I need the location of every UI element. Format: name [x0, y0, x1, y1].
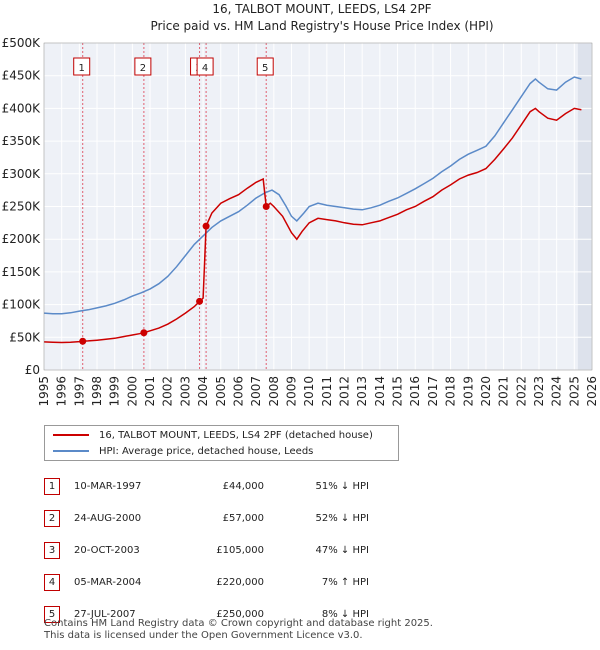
legend-label-hpi: HPI: Average price, detached house, Leed… [99, 446, 314, 457]
footer-license: This data is licensed under the Open Gov… [44, 630, 363, 641]
marker-badge [73, 57, 91, 76]
footer-copyright: Contains HM Land Registry data © Crown c… [44, 618, 433, 629]
transaction-price: £220,000 [216, 576, 264, 588]
transaction-price: £44,000 [222, 480, 264, 492]
y-tick-label: £450K [2, 69, 42, 83]
transaction-hpi-diff: 47% ↓ HPI [315, 544, 369, 556]
legend-swatch-hpi [53, 450, 89, 452]
y-tick-label: £300K [2, 167, 42, 181]
sale-point [202, 222, 210, 230]
x-tick-label: 2007 [249, 376, 263, 407]
transaction-price: £105,000 [216, 544, 264, 556]
x-tick-label: 2011 [320, 376, 334, 407]
chart-subtitle: Price paid vs. HM Land Registry's House … [150, 19, 493, 33]
x-tick-label: 1995 [37, 376, 51, 407]
x-tick-label: 2013 [355, 376, 369, 407]
series-line [43, 76, 582, 315]
transaction-date: 24-AUG-2000 [74, 512, 142, 524]
transaction-number: 5 [44, 605, 60, 623]
sale-point [140, 329, 148, 337]
x-tick-label: 2018 [444, 376, 458, 407]
y-tick-label: £400K [2, 101, 42, 115]
x-tick-label: 1999 [108, 376, 122, 407]
plot-frame [43, 42, 593, 371]
x-tick-label: 2008 [267, 376, 281, 407]
x-tick-label: 2001 [143, 376, 157, 407]
x-tick-label: 2024 [550, 376, 564, 407]
transaction-number: 4 [44, 573, 60, 591]
y-tick-label: £200K [2, 232, 42, 246]
sale-point [262, 203, 270, 210]
x-tick-label: 1998 [90, 376, 104, 407]
x-tick-label: 2019 [461, 376, 475, 407]
x-tick-label: 2002 [161, 376, 175, 407]
series-line [43, 107, 582, 344]
x-tick-label: 2005 [214, 376, 228, 407]
transaction-date: 05-MAR-2004 [74, 576, 142, 588]
transaction-date: 10-MAR-1997 [74, 480, 142, 492]
x-tick-label: 2003 [178, 376, 192, 407]
legend-item-hpi: HPI: Average price, detached house, Leed… [53, 444, 313, 460]
marker-badge-label: 4 [202, 63, 208, 74]
y-tick-label: £50K [9, 330, 41, 344]
x-tick-label: 2010 [302, 376, 316, 407]
x-tick-label: 2022 [514, 376, 528, 407]
x-tick-label: 2000 [125, 376, 139, 407]
x-tick-label: 1996 [55, 376, 69, 407]
transaction-date: 27-JUL-2007 [74, 608, 136, 620]
y-tick-label: £150K [2, 265, 42, 279]
y-tick-label: £100K [2, 298, 42, 312]
price-chart: 16, TALBOT MOUNT, LEEDS, LS4 2PF Price p… [2, 2, 599, 407]
transaction-row: 1 10-MAR-1997 £44,000 51% ↓ HPI [44, 470, 369, 502]
x-tick-label: 2016 [408, 376, 422, 407]
x-tick-label: 2021 [497, 376, 511, 407]
marker-badge-label: 2 [140, 63, 146, 74]
x-tick-label: 2020 [479, 376, 493, 407]
marker-badge-label: 5 [262, 63, 268, 74]
x-tick-label: 2014 [373, 376, 387, 407]
x-tick-label: 1997 [72, 376, 86, 407]
x-tick-label: 2006 [231, 376, 245, 407]
y-tick-label: £0 [25, 363, 40, 377]
transaction-hpi-diff: 8% ↓ HPI [321, 608, 369, 620]
y-tick-label: £250K [2, 200, 42, 214]
transaction-price: £250,000 [216, 608, 264, 620]
legend-swatch-property [53, 434, 89, 436]
x-tick-label: 2025 [567, 376, 581, 407]
x-tick-label: 2017 [426, 376, 440, 407]
chart-title: 16, TALBOT MOUNT, LEEDS, LS4 2PF [212, 2, 431, 16]
legend-item-property: 16, TALBOT MOUNT, LEEDS, LS4 2PF (detach… [53, 428, 373, 444]
marker-badge [256, 57, 274, 76]
chart-legend: 16, TALBOT MOUNT, LEEDS, LS4 2PF (detach… [44, 425, 399, 461]
x-tick-label: 2004 [196, 376, 210, 407]
transaction-row: 3 20-OCT-2003 £105,000 47% ↓ HPI [44, 534, 369, 566]
marker-badge [196, 57, 214, 76]
transaction-number: 2 [44, 509, 60, 527]
legend-label-property: 16, TALBOT MOUNT, LEEDS, LS4 2PF (detach… [99, 430, 373, 441]
transaction-price: £57,000 [222, 512, 264, 524]
transaction-hpi-diff: 52% ↓ HPI [315, 512, 369, 524]
x-tick-label: 2009 [284, 376, 298, 407]
marker-badge-label: 1 [79, 63, 85, 74]
x-tick-label: 2012 [338, 376, 352, 407]
transactions-table: 1 10-MAR-1997 £44,000 51% ↓ HPI 2 24-AUG-2000… [44, 470, 369, 630]
transaction-hpi-diff: 51% ↓ HPI [315, 480, 369, 492]
transaction-row: 2 24-AUG-2000 £57,000 52% ↓ HPI [44, 502, 369, 534]
transaction-hpi-diff: 7% ↑ HPI [321, 576, 369, 588]
sale-point [79, 337, 87, 345]
x-tick-label: 2015 [391, 376, 405, 407]
marker-badge [134, 57, 152, 76]
footer-note: Contains HM Land Registry data © Crown c… [44, 618, 433, 642]
transaction-date: 20-OCT-2003 [74, 544, 140, 556]
transaction-number: 3 [44, 541, 60, 559]
x-tick-label: 2023 [532, 376, 546, 407]
y-tick-label: £500K [2, 36, 42, 50]
sale-point [196, 297, 204, 305]
y-tick-label: £350K [2, 134, 42, 148]
x-tick-label: 2026 [585, 376, 599, 407]
transaction-number: 1 [44, 477, 60, 495]
transaction-row: 4 05-MAR-2004 £220,000 7% ↑ HPI [44, 566, 369, 598]
transaction-row: 5 27-JUL-2007 £250,000 8% ↓ HPI [44, 598, 369, 630]
